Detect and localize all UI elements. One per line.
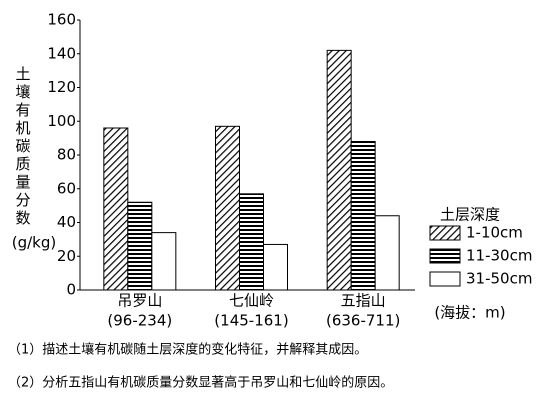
bar bbox=[326, 49, 352, 291]
y-tick-label: 140 bbox=[47, 44, 76, 62]
bar bbox=[263, 243, 288, 291]
x-tick-label: 吊罗山 bbox=[117, 292, 162, 310]
bar bbox=[151, 232, 177, 291]
question: （1）描述土壤有机碳随土层深度的变化特征，并解释其成因。 bbox=[8, 342, 367, 358]
y-tick-label: 60 bbox=[57, 179, 76, 197]
y-tick-label: 0 bbox=[66, 281, 76, 299]
y-tick-label: 20 bbox=[57, 247, 76, 265]
y-tick-label: 160 bbox=[47, 11, 76, 29]
legend-swatch bbox=[429, 271, 461, 287]
x-tick-sublabel: (636-711) bbox=[326, 312, 400, 330]
bar bbox=[127, 201, 153, 291]
legend-label: 11-30cm bbox=[466, 247, 532, 265]
y-tick-label: 80 bbox=[57, 146, 76, 164]
y-axis-unit: (g/kg) bbox=[12, 234, 57, 252]
bar bbox=[374, 215, 400, 291]
x-tick-sublabel: (145-161) bbox=[214, 312, 288, 330]
legend-title: 土层深度 bbox=[440, 206, 500, 224]
legend-label: 31-50cm bbox=[466, 270, 532, 288]
legend-label: 1-10cm bbox=[466, 224, 523, 242]
x-tick-label: 七仙岭 bbox=[229, 292, 274, 310]
bar bbox=[215, 125, 240, 291]
legend-swatch bbox=[429, 225, 461, 241]
bar bbox=[239, 193, 264, 291]
x-tick-label: 五指山 bbox=[341, 292, 386, 310]
x-tick-sublabel: (96-234) bbox=[107, 312, 172, 330]
question: （2）分析五指山有机碳质量分数显著高于吊罗山和七仙岭的原因。 bbox=[8, 375, 393, 391]
y-tick-label: 120 bbox=[47, 78, 76, 96]
bar bbox=[103, 127, 129, 291]
y-tick-label: 40 bbox=[57, 213, 76, 231]
bar bbox=[350, 141, 376, 291]
y-tick-label: 100 bbox=[47, 112, 76, 130]
x-axis-label: (海拔：m) bbox=[434, 304, 505, 322]
legend-swatch bbox=[429, 248, 461, 264]
y-axis-label: 土壤有机碳质量分数 bbox=[14, 66, 32, 228]
